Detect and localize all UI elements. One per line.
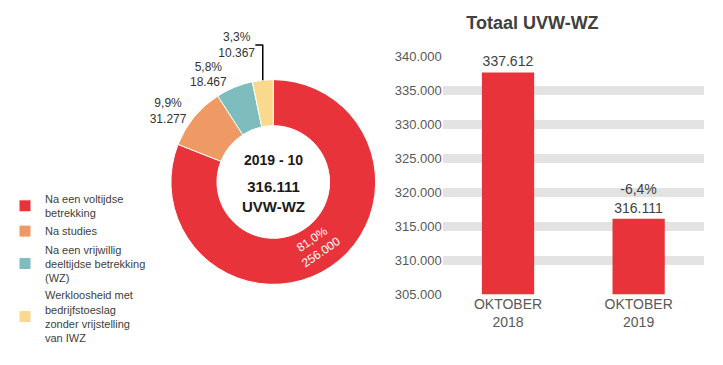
svg-text:OKTOBER2019: OKTOBER2019 [605,296,673,330]
svg-text:335.000: 335.000 [395,83,442,98]
svg-text:-6,4%316.111: -6,4%316.111 [614,181,663,215]
svg-text:9,9%31.277: 9,9%31.277 [150,96,187,126]
svg-text:316.111UVW-WZ: 316.111UVW-WZ [242,178,305,215]
svg-text:325.000: 325.000 [395,151,442,166]
svg-text:315.000: 315.000 [395,219,442,234]
svg-text:Na studies: Na studies [45,225,97,237]
svg-text:310.000: 310.000 [395,253,442,268]
svg-text:5,8%18.467: 5,8%18.467 [190,60,227,90]
svg-text:3,3%10.367: 3,3%10.367 [218,30,255,60]
svg-text:330.000: 330.000 [395,117,442,132]
svg-text:Totaal UVW-WZ: Totaal UVW-WZ [466,13,598,33]
svg-text:2019 - 10: 2019 - 10 [244,152,303,168]
svg-text:305.000: 305.000 [395,287,442,302]
svg-text:320.000: 320.000 [395,185,442,200]
svg-text:OKTOBER2018: OKTOBER2018 [474,296,542,330]
svg-text:340.000: 340.000 [395,49,442,64]
svg-text:Na een vrijwilligdeeltijdse be: Na een vrijwilligdeeltijdse betrekking(W… [45,244,145,285]
svg-text:Werkloosheid metbedrijfstoesla: Werkloosheid metbedrijfstoeslagzonder vr… [45,289,133,344]
svg-text:337.612: 337.612 [483,53,534,69]
svg-text:Na een voltijdsebetrekking: Na een voltijdsebetrekking [45,193,123,219]
svg-text:81,0%256.000: 81,0%256.000 [290,221,343,270]
